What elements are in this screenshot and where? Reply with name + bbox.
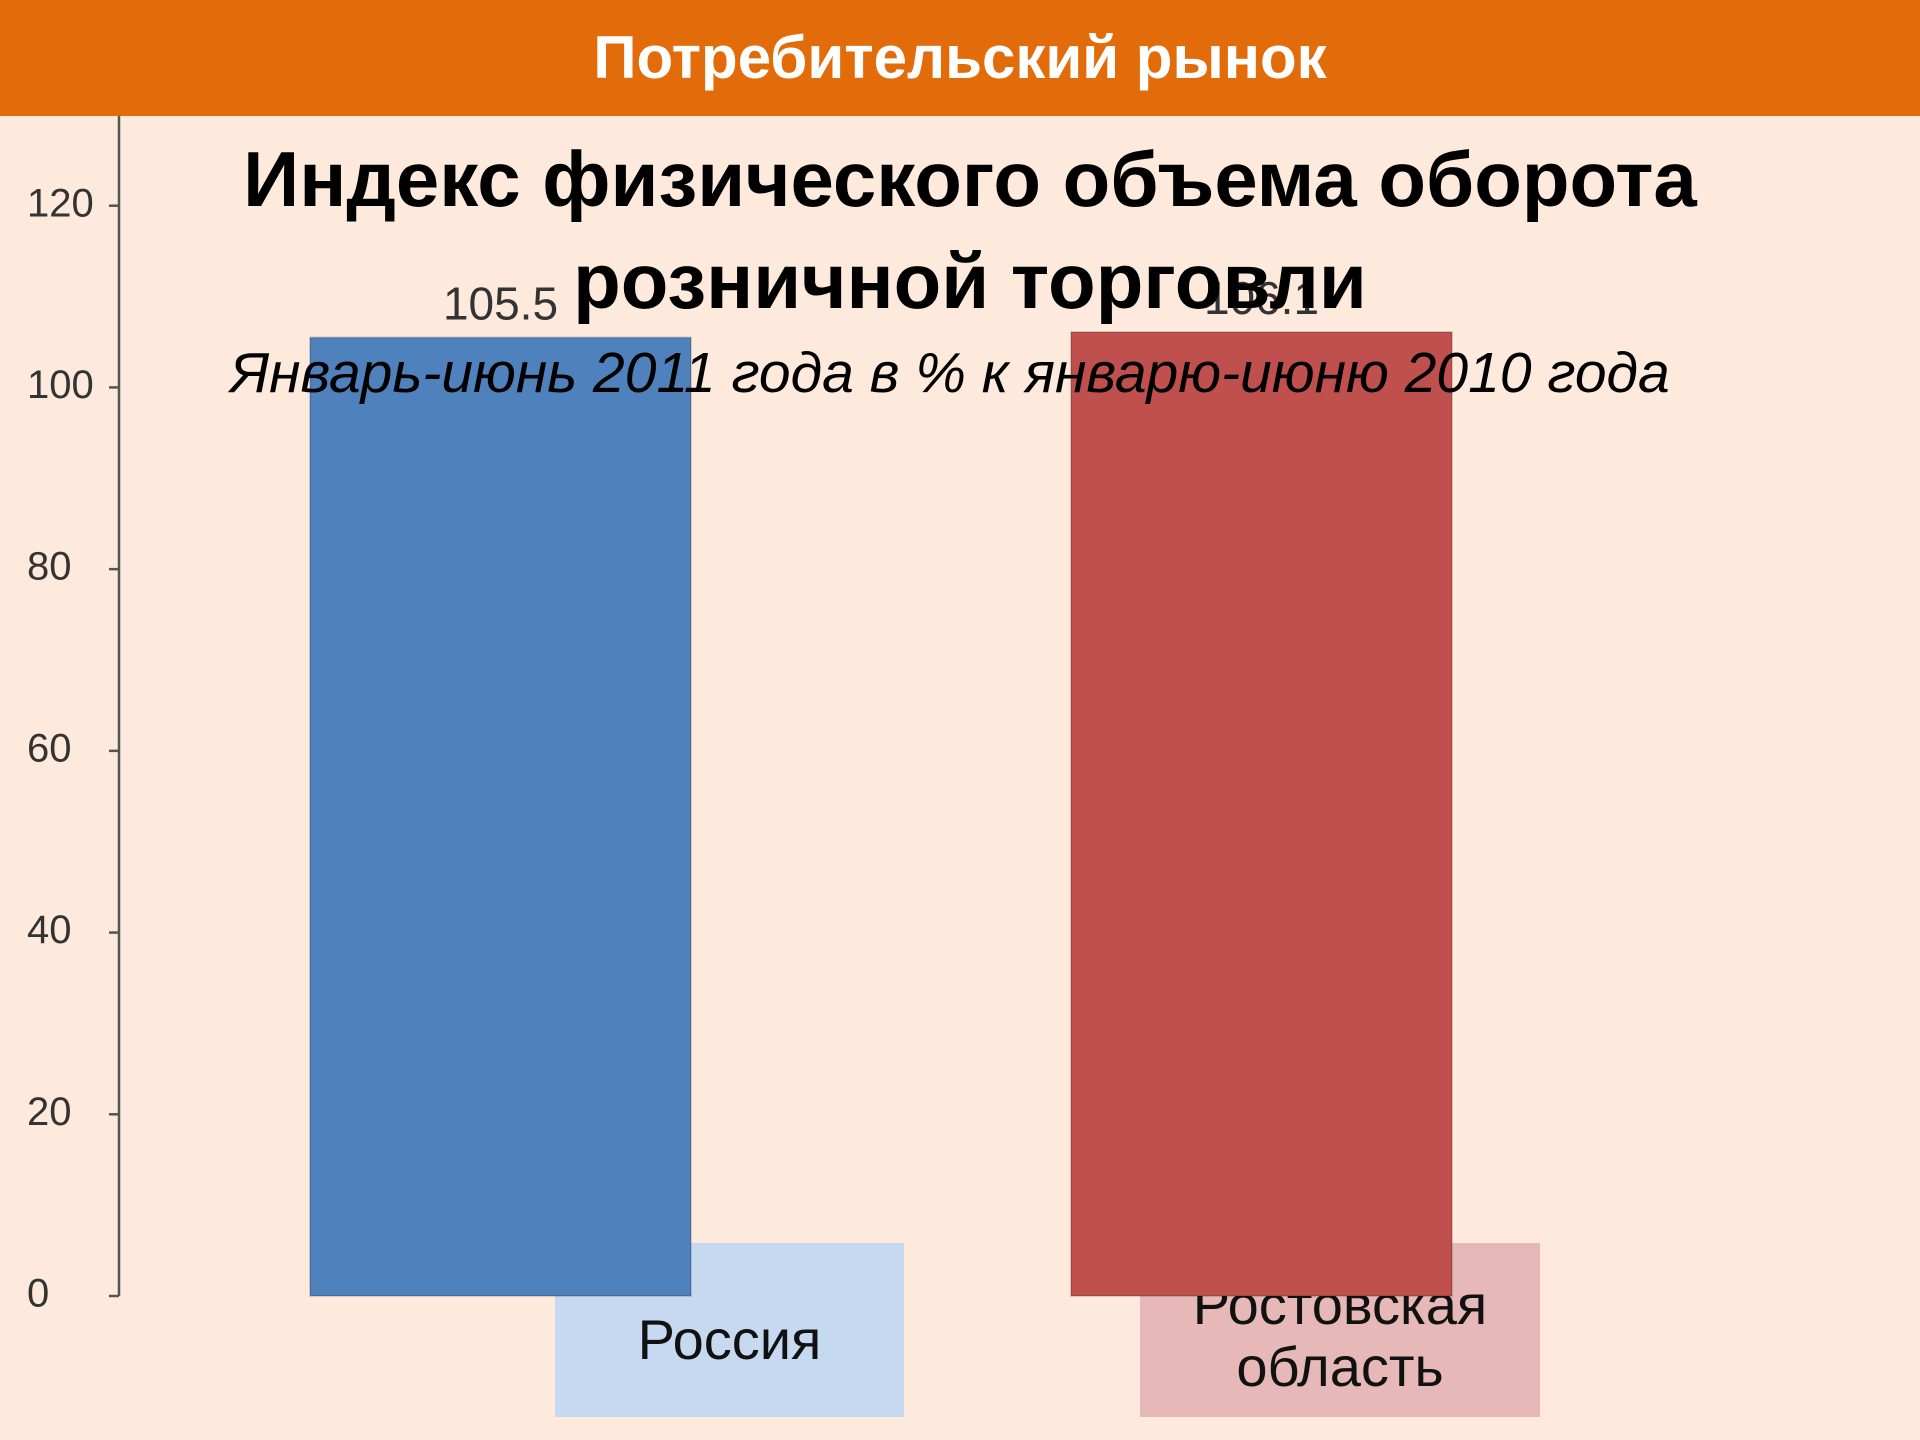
value-label: 105.5: [443, 278, 558, 330]
value-label: 106.1: [1204, 272, 1319, 324]
header-title: Потребительский рынок: [0, 0, 1920, 116]
chart-title: Индекс физического объема оборота рознич…: [243, 135, 1697, 325]
category-label: Россия: [555, 1243, 904, 1417]
y-tick-label: 40: [27, 908, 72, 952]
y-tick-label: 0: [27, 1272, 49, 1316]
y-tick-label: 120: [27, 181, 94, 225]
y-tick-label: 100: [27, 363, 94, 407]
bar: [1070, 331, 1453, 1297]
y-tick-label: 80: [27, 545, 72, 589]
y-tick-label: 60: [27, 726, 72, 770]
y-tick-label: 20: [27, 1090, 72, 1134]
bar: [309, 336, 692, 1297]
chart-subtitle: Январь-июнь 2011 года в % к январю-июню …: [230, 341, 1670, 405]
